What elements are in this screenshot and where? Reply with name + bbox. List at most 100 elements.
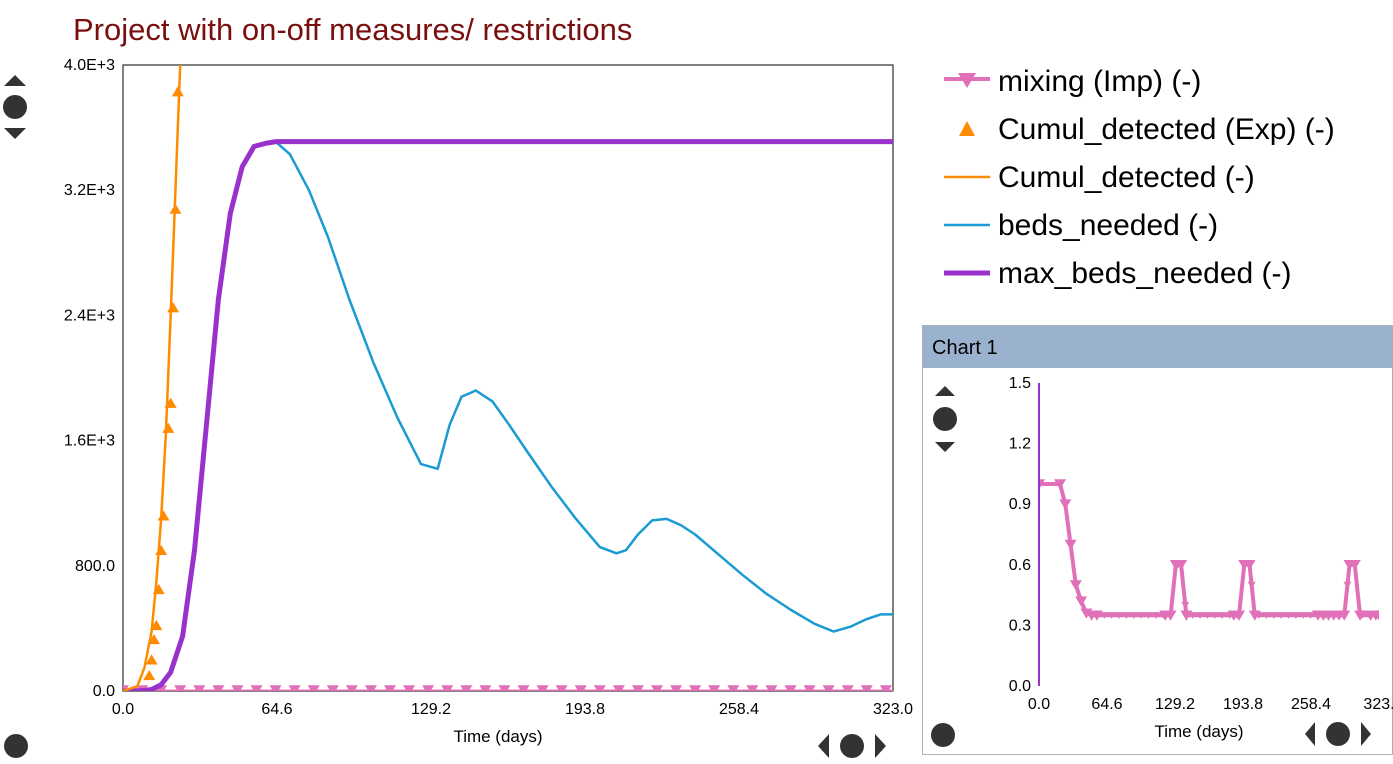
- chevron-down-icon[interactable]: [935, 442, 955, 452]
- chevron-down-icon[interactable]: [4, 128, 26, 139]
- cumul-detected-exp-marker: [171, 86, 184, 97]
- pan-dot-icon[interactable]: [1326, 722, 1350, 746]
- mixing-marker: [1277, 612, 1286, 619]
- x-tick-label: 323.0: [873, 701, 913, 718]
- y-tick-label: 0.0: [93, 683, 115, 700]
- cumul-detected-exp-marker: [150, 619, 163, 631]
- y-tick-label: 0.9: [1009, 496, 1031, 513]
- reset-dot-icon[interactable]: [931, 723, 955, 747]
- mixing-marker: [1122, 612, 1131, 619]
- mixing-marker: [1203, 612, 1212, 619]
- cumul-detected-exp-marker: [162, 422, 175, 433]
- mixing-marker: [326, 685, 339, 691]
- mixing-marker: [1321, 612, 1330, 619]
- y-tick-label: 0.3: [1009, 617, 1031, 634]
- chevron-right-icon[interactable]: [875, 734, 886, 758]
- mixing-marker: [1262, 612, 1271, 619]
- main-chart: 0.0 800.0 1.6E+3 2.4E+3 3.2E+3 4.0E+3 0.0 64.6 1…: [64, 57, 913, 746]
- inset-pan-controls[interactable]: [1301, 720, 1375, 748]
- mixing-marker: [193, 685, 206, 691]
- mixing-marker: [1129, 612, 1138, 619]
- mixing-marker: [1306, 612, 1315, 619]
- legend-item-max-beds: max_beds_needed (-): [942, 250, 1335, 298]
- mixing-marker: [345, 685, 358, 691]
- mixing-marker: [1225, 612, 1234, 619]
- cumul-detected-exp-marker: [167, 302, 180, 313]
- cumul-detected-exp-marker: [157, 510, 170, 521]
- inset-zoom-controls[interactable]: [929, 382, 961, 457]
- mixing-marker: [631, 685, 644, 691]
- mixing-marker: [784, 685, 797, 691]
- mixing-marker: [498, 685, 511, 691]
- inset-chart-window: Chart 1 0.0 0.3 0.6 0.9 1.2 1.5 0.0 64.6 129.2 19…: [922, 325, 1393, 755]
- mixing-marker: [822, 685, 835, 691]
- mixing-marker: [1247, 581, 1256, 589]
- mixing-marker: [879, 685, 892, 691]
- chevron-up-icon[interactable]: [935, 386, 955, 396]
- mixing-marker: [1218, 612, 1227, 619]
- mixing-marker: [250, 685, 263, 691]
- x-tick-label: 0.0: [1028, 696, 1050, 713]
- inset-corner-dot[interactable]: [930, 722, 956, 748]
- mixing-marker: [288, 685, 301, 691]
- pan-dot-icon[interactable]: [840, 734, 864, 758]
- y-tick-label: 2.4E+3: [64, 307, 115, 324]
- cumul-detected-exp-marker: [147, 633, 160, 645]
- mixing-marker: [441, 685, 454, 691]
- chevron-left-icon[interactable]: [818, 734, 829, 758]
- cumul-detected-exp-marker: [164, 397, 177, 408]
- mixing-marker: [1284, 612, 1293, 619]
- beds-needed-line: [123, 140, 893, 691]
- mixing-marker: [1313, 612, 1322, 619]
- mixing-marker: [1210, 612, 1219, 619]
- legend-item-mixing: mixing (Imp) (-): [942, 58, 1335, 106]
- zoom-dot-icon[interactable]: [3, 95, 27, 119]
- legend: mixing (Imp) (-) Cumul_detected (Exp) (-…: [942, 58, 1335, 298]
- mixing-marker: [593, 685, 606, 691]
- mixing-marker: [1328, 612, 1337, 619]
- mixing-marker: [1054, 479, 1067, 490]
- mixing-marker: [1059, 499, 1072, 510]
- mixing-marker: [860, 685, 873, 691]
- mixing-marker: [803, 685, 816, 691]
- zoom-dot-icon[interactable]: [933, 407, 957, 431]
- mixing-marker: [841, 685, 854, 691]
- mixing-marker: [1350, 561, 1359, 569]
- x-axis-label: Time (days): [1154, 722, 1243, 741]
- mixing-marker: [650, 685, 663, 691]
- main-pan-controls[interactable]: [815, 732, 889, 760]
- plot-frame: [122, 64, 894, 692]
- main-corner-dot[interactable]: [3, 733, 29, 759]
- mixing-marker: [574, 685, 587, 691]
- x-tick-label: 323.: [1363, 696, 1393, 713]
- mixing-marker: [1115, 612, 1123, 619]
- x-tick-label: 193.8: [1223, 696, 1263, 713]
- mixing-marker: [1151, 612, 1160, 619]
- plot-area: [1039, 479, 1379, 621]
- chevron-up-icon[interactable]: [4, 75, 26, 86]
- mixing-marker: [1064, 539, 1077, 550]
- y-tick-label: 0.6: [1009, 557, 1031, 574]
- purple-thick-line-icon: [944, 270, 990, 276]
- mixing-marker: [1240, 561, 1249, 569]
- legend-item-cumul-exp: Cumul_detected (Exp) (-): [942, 106, 1335, 154]
- mixing-marker: [1144, 612, 1153, 619]
- mixing-marker: [403, 685, 416, 691]
- mixing-marker: [1188, 612, 1197, 619]
- inset-chart: 0.0 0.3 0.6 0.9 1.2 1.5 0.0 64.6 129.2 193.8 258.4…: [1009, 375, 1393, 741]
- mixing-marker: [1100, 612, 1109, 619]
- inset-header[interactable]: Chart 1: [923, 326, 1392, 368]
- mixing-marker: [670, 685, 683, 691]
- legend-label: Cumul_detected (-): [998, 161, 1255, 194]
- legend-label: beds_needed (-): [998, 209, 1219, 242]
- y-tick-label: 3.2E+3: [64, 182, 115, 199]
- plot-area: [123, 65, 893, 691]
- reset-dot-icon[interactable]: [4, 734, 28, 758]
- mixing-marker: [1075, 596, 1088, 607]
- chevron-right-icon[interactable]: [1361, 722, 1371, 746]
- mixing-marker: [1069, 580, 1082, 591]
- mixing-marker: [307, 685, 320, 691]
- main-zoom-controls[interactable]: [0, 70, 32, 145]
- cumul-detected-exp-marker: [152, 583, 165, 595]
- chevron-left-icon[interactable]: [1305, 722, 1315, 746]
